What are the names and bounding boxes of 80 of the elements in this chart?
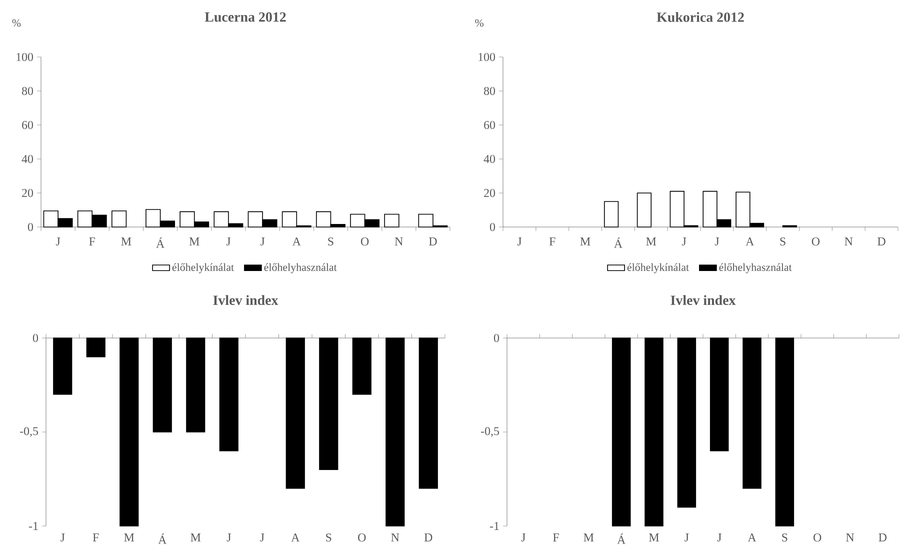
chart-title: Ivlev index — [213, 295, 278, 305]
x-tick-label: Á — [614, 238, 622, 248]
x-tick-label: J — [226, 534, 231, 542]
y-tick-label: 40 — [22, 154, 34, 164]
x-tick-label: F — [92, 534, 99, 542]
bar — [111, 210, 127, 228]
y-tick-label: 60 — [22, 120, 34, 130]
x-tick-label: N — [394, 238, 403, 246]
x-tick-label: O — [358, 534, 366, 542]
x-tick-label: S — [782, 534, 788, 542]
y-tick-label: 0 — [494, 334, 500, 342]
x-tick-label: Á — [156, 238, 165, 248]
bar — [604, 201, 619, 228]
x-tick-label: D — [878, 238, 886, 246]
x-tick-label: F — [553, 534, 559, 542]
chart-title: Lucerna 2012 — [204, 12, 286, 22]
x-tick-label: N — [844, 238, 853, 246]
x-tick-label: A — [748, 534, 756, 542]
x-tick-label: O — [814, 534, 822, 542]
y-tick-label: 80 — [22, 86, 34, 96]
y-tick-label: 60 — [484, 120, 496, 130]
x-tick-label: M — [584, 534, 594, 542]
x-tick-label: J — [682, 238, 686, 246]
chart-title: Ivlev index — [670, 295, 736, 305]
x-tick-label: S — [780, 238, 786, 246]
y-axis-title: % — [12, 19, 21, 27]
y-tick-label: 80 — [484, 86, 496, 96]
y-tick-label: 20 — [484, 188, 496, 198]
x-tick-label: S — [328, 238, 334, 246]
x-tick-label: J — [684, 534, 689, 542]
y-tick-label: 40 — [484, 154, 496, 164]
x-tick-label: A — [291, 534, 300, 542]
bar — [384, 214, 400, 228]
x-tick-label: N — [846, 534, 854, 542]
bar — [636, 192, 652, 228]
y-tick-label: 0 — [28, 222, 34, 232]
x-tick-label: J — [60, 534, 65, 542]
legend-label: élőhelykínálat — [627, 263, 689, 274]
y-axis-title: % — [475, 19, 484, 27]
y-tick-label: -1 — [28, 522, 38, 530]
y-tick-label: 100 — [478, 52, 496, 62]
x-tick-label: J — [714, 238, 720, 246]
y-tick-label: 0 — [490, 222, 496, 232]
x-tick-label: S — [326, 534, 332, 542]
chart-title: Kukorica 2012 — [656, 12, 744, 22]
x-tick-label: J — [260, 534, 264, 542]
x-tick-label: D — [424, 534, 432, 542]
x-tick-label: M — [189, 238, 200, 246]
x-tick-label: M — [190, 534, 201, 542]
x-tick-label: J — [226, 238, 231, 246]
x-tick-label: J — [517, 238, 522, 246]
x-tick-label: N — [391, 534, 400, 542]
x-tick-label: M — [124, 534, 134, 542]
x-tick-label: J — [521, 534, 526, 542]
y-tick-label: -0,5 — [20, 427, 38, 437]
x-tick-label: M — [580, 238, 590, 246]
legend-label: élőhelyhasználat — [719, 263, 792, 274]
x-tick-label: A — [292, 238, 301, 246]
x-tick-label: A — [746, 238, 754, 246]
y-tick-label: -1 — [490, 522, 499, 530]
x-tick-label: M — [121, 238, 132, 246]
x-tick-label: D — [428, 238, 437, 246]
x-tick-label: D — [878, 534, 887, 542]
x-tick-label: J — [717, 534, 722, 542]
y-tick-label: 100 — [16, 52, 34, 62]
x-tick-label: J — [260, 238, 265, 246]
x-tick-label: Á — [158, 534, 167, 544]
x-tick-label: M — [646, 238, 656, 246]
x-tick-label: O — [360, 238, 369, 246]
x-tick-label: O — [812, 238, 820, 246]
x-tick-label: F — [89, 238, 96, 246]
y-tick-label: 0 — [32, 334, 38, 342]
y-tick-label: -0,5 — [481, 427, 500, 437]
x-tick-label: Á — [617, 534, 626, 544]
legend-label: élőhelyhasználat — [264, 263, 337, 274]
y-tick-label: 20 — [22, 188, 34, 198]
x-tick-label: M — [649, 534, 659, 542]
legend-label: élőhelykínálat — [172, 263, 234, 274]
x-tick-label: J — [56, 238, 60, 246]
x-tick-label: F — [549, 238, 556, 246]
